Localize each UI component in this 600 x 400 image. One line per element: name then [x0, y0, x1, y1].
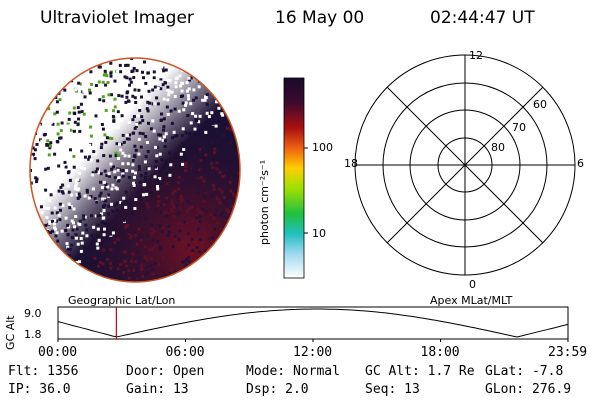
- colorbar-tick-10: 10: [312, 227, 326, 240]
- orbit-x-tick-label: 18:00: [420, 345, 460, 360]
- orbit-x-tick-label: 12:00: [293, 345, 333, 360]
- colorbar-tick-100: 100: [312, 141, 333, 154]
- info-glon: GLon: 276.9: [485, 382, 572, 397]
- info-gain: Gain: 13: [126, 382, 189, 397]
- orbit-x-tick-label: 00:00: [38, 345, 78, 360]
- colorbar-unit-label: photon cm⁻²s⁻¹: [258, 159, 271, 245]
- lat-label-60: 60: [533, 98, 547, 111]
- info-seq: Seq: 13: [365, 382, 420, 397]
- info-glat: GLat: -7.8: [485, 364, 564, 379]
- info-ip: IP: 36.0: [8, 382, 71, 397]
- orbit-y-axis-label: GC Alt: [4, 315, 17, 350]
- mlt-label-0: 0: [469, 278, 476, 291]
- header-date: 16 May 00: [275, 8, 365, 28]
- info-dsp: Dsp: 2.0: [246, 382, 309, 397]
- uv-earth-image: [29, 57, 241, 283]
- orbit-x-tick-label: 06:00: [165, 345, 205, 360]
- orbit-right-title: Apex MLat/MLT: [430, 294, 513, 307]
- orbit-altitude-curve: [57, 308, 569, 338]
- orbit-y-tick-min: 1.8: [24, 328, 42, 341]
- info-door: Door: Open: [126, 364, 205, 379]
- mlt-label-6: 6: [577, 157, 584, 170]
- orbit-left-title: Geographic Lat/Lon: [68, 294, 176, 307]
- info-flt: Flt: 1356: [8, 364, 79, 379]
- orbit-plot-frame: [57, 306, 569, 340]
- earth-limb: [29, 57, 241, 283]
- lat-label-80: 80: [491, 141, 505, 154]
- orbit-x-tick-label: 23:59: [548, 345, 588, 360]
- lat-label-70: 70: [512, 121, 526, 134]
- instrument-title: Ultraviolet Imager: [40, 8, 194, 28]
- info-gc-alt: GC Alt: 1.7 Re: [365, 364, 475, 379]
- header-time: 02:44:47 UT: [430, 8, 535, 28]
- colorbar: [283, 77, 308, 279]
- info-mode: Mode: Normal: [246, 364, 340, 379]
- orbit-y-tick-max: 9.0: [24, 307, 42, 320]
- polar-plot: [354, 54, 576, 276]
- orbit-altitude-plot: [57, 306, 569, 342]
- mlt-label-18: 18: [344, 157, 358, 170]
- mlt-label-12: 12: [469, 49, 483, 62]
